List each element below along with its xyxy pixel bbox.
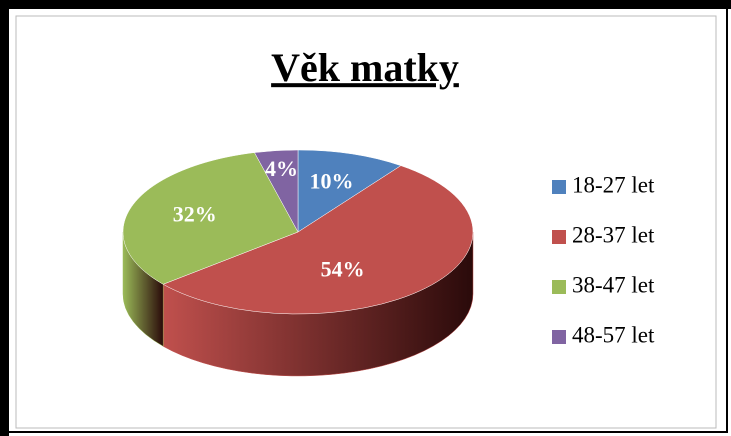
slice xyxy=(254,149,299,233)
plot-border xyxy=(15,15,717,429)
frame-left xyxy=(0,0,9,436)
frame-top xyxy=(0,0,731,9)
data-label: 4% xyxy=(265,156,298,181)
legend-label: 38-47 let xyxy=(572,272,655,297)
slice xyxy=(122,152,299,285)
slice xyxy=(162,165,474,315)
legend-swatch xyxy=(552,230,566,244)
legend-label: 28-37 let xyxy=(572,222,655,247)
chart-title: Věk matky xyxy=(271,45,459,90)
data-label: 10% xyxy=(310,169,354,194)
legend-label: 18-27 let xyxy=(572,172,655,197)
legend-swatch xyxy=(552,180,566,194)
legend-label: 48-57 let xyxy=(572,322,655,347)
data-label: 32% xyxy=(173,201,217,226)
data-label: 54% xyxy=(321,257,365,282)
legend-swatch xyxy=(552,280,566,294)
legend-swatch xyxy=(552,330,566,344)
slice xyxy=(297,149,402,233)
